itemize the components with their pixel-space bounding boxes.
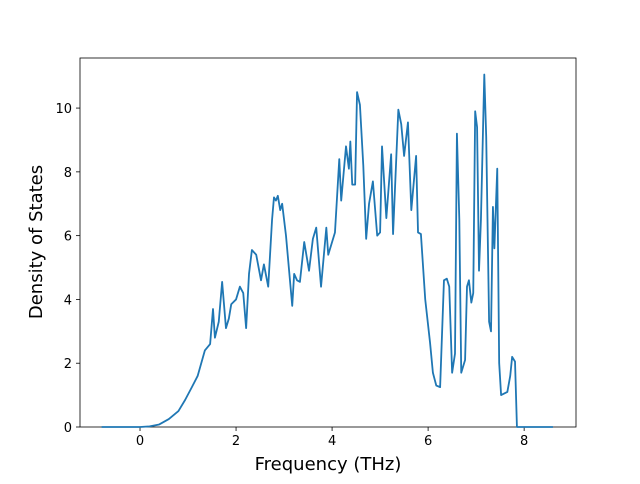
x-tick-label: 6	[424, 434, 432, 449]
x-tick-label: 0	[136, 434, 144, 449]
y-tick-label: 6	[64, 230, 72, 245]
y-tick-label: 2	[64, 357, 72, 372]
y-tick-label: 4	[64, 293, 72, 308]
x-tick-label: 8	[520, 434, 528, 449]
y-axis-label: Density of States	[26, 165, 47, 319]
y-tick-label: 8	[64, 166, 72, 181]
x-tick-label: 2	[232, 434, 240, 449]
x-tick-label: 4	[328, 434, 336, 449]
plot-frame	[79, 57, 577, 428]
x-axis-label: Frequency (THz)	[255, 454, 402, 475]
y-tick-label: 10	[55, 102, 72, 117]
dos-line	[101, 73, 553, 428]
y-tick-label: 0	[64, 421, 72, 436]
